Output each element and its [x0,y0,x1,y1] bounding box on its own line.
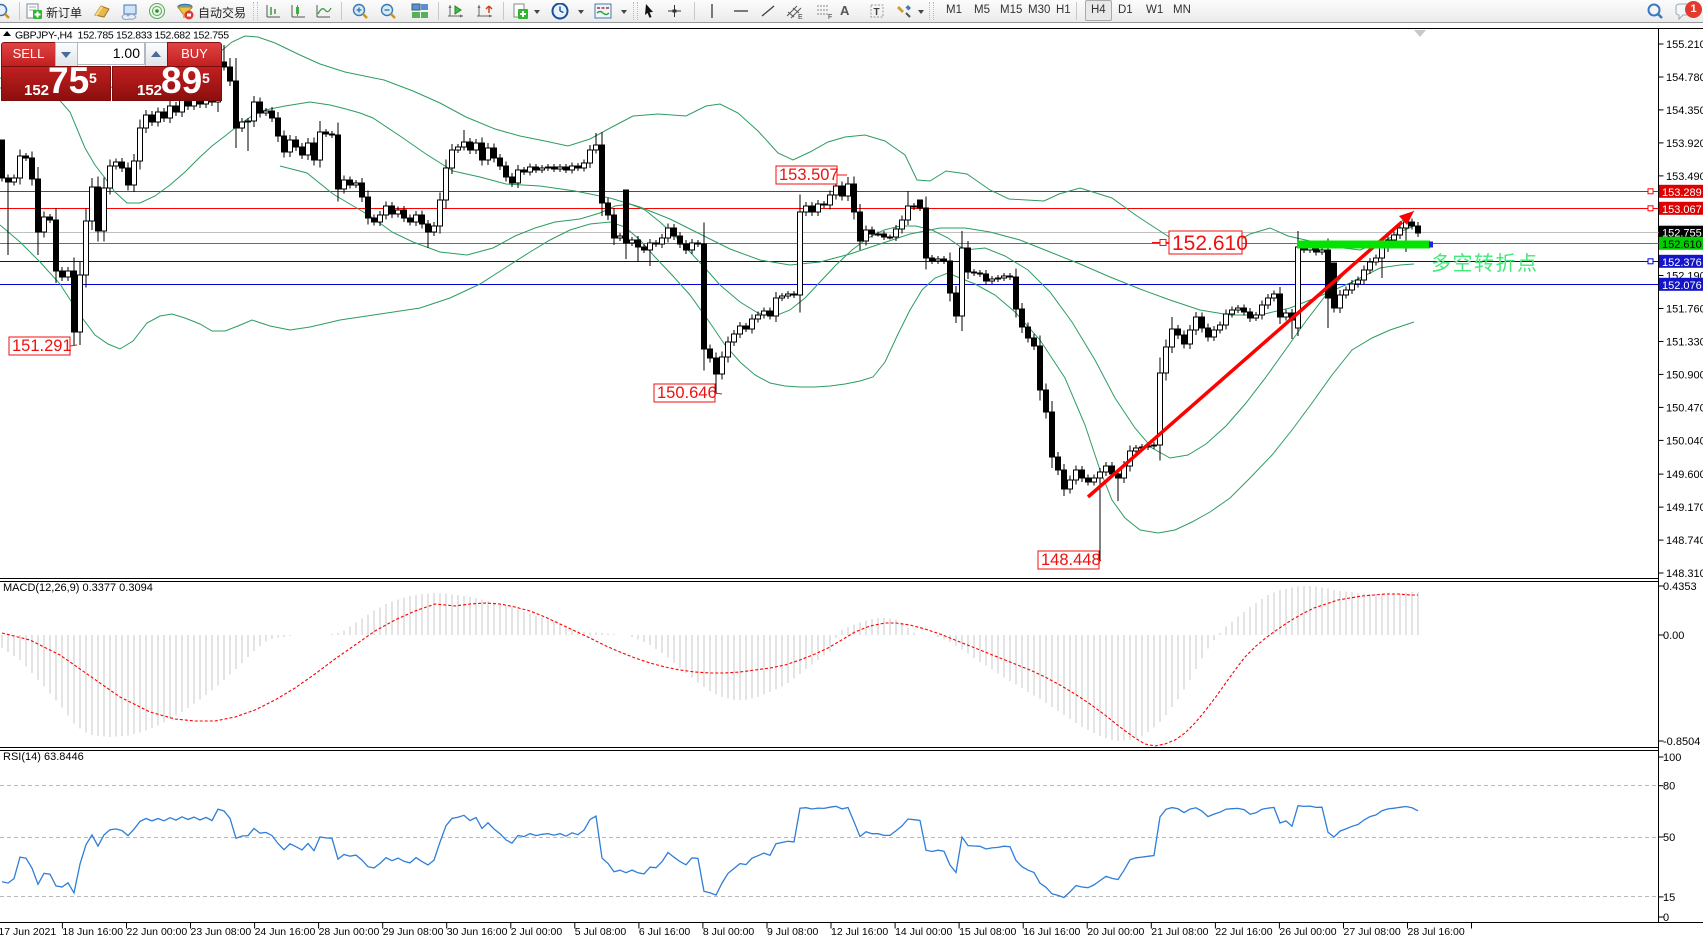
svg-text:16 Jul 16:00: 16 Jul 16:00 [1023,926,1080,938]
svg-text:150.470: 150.470 [1666,402,1703,414]
svg-text:151.330: 151.330 [1666,337,1703,349]
svg-text:100: 100 [1663,752,1681,764]
svg-text:149.600: 149.600 [1666,469,1703,481]
svg-text:30 Jun 16:00: 30 Jun 16:00 [447,926,508,938]
svg-text:23 Jun 08:00: 23 Jun 08:00 [191,926,252,938]
svg-text:150.900: 150.900 [1666,369,1703,381]
svg-text:28 Jun 00:00: 28 Jun 00:00 [319,926,380,938]
svg-text:E: E [798,14,803,20]
svg-text:F: F [828,14,832,20]
svg-text:150.646: 150.646 [657,384,717,402]
svg-text:0.00: 0.00 [1663,630,1684,642]
svg-text:148.448: 148.448 [1041,551,1101,569]
svg-text:21 Jul 08:00: 21 Jul 08:00 [1151,926,1208,938]
svg-text:28 Jul 16:00: 28 Jul 16:00 [1408,926,1465,938]
svg-text:153.289: 153.289 [1662,187,1702,199]
svg-text:152.610: 152.610 [1662,239,1702,251]
svg-text:20 Jul 00:00: 20 Jul 00:00 [1087,926,1144,938]
svg-text:150.040: 150.040 [1666,435,1703,447]
svg-text:17 Jun 2021: 17 Jun 2021 [0,926,56,938]
svg-text:152.755: 152.755 [1662,228,1702,240]
svg-text:-0.8504: -0.8504 [1663,736,1700,748]
svg-text:5 Jul 08:00: 5 Jul 08:00 [575,926,627,938]
svg-text:153.067: 153.067 [1662,204,1702,216]
svg-text:152.076: 152.076 [1662,280,1702,292]
svg-text:154.350: 154.350 [1666,105,1703,117]
svg-text:151.291: 151.291 [12,337,72,355]
svg-text:18 Jun 16:00: 18 Jun 16:00 [62,926,123,938]
svg-text:0: 0 [1663,912,1669,924]
svg-text:GBPJPY-,H4 152.785 152.833 15: GBPJPY-,H4 152.785 152.833 152.682 152.7… [15,30,229,42]
svg-text:15 Jul 08:00: 15 Jul 08:00 [959,926,1016,938]
svg-text:153.490: 153.490 [1666,171,1703,183]
svg-text:24 Jun 16:00: 24 Jun 16:00 [255,926,316,938]
svg-text:27 Jul 08:00: 27 Jul 08:00 [1344,926,1401,938]
svg-text:50: 50 [1663,832,1675,844]
svg-text:2 Jul 00:00: 2 Jul 00:00 [511,926,563,938]
svg-text:0.4353: 0.4353 [1663,581,1697,593]
svg-text:153.920: 153.920 [1666,138,1703,150]
svg-text:9 Jul 08:00: 9 Jul 08:00 [767,926,819,938]
svg-text:14 Jul 00:00: 14 Jul 00:00 [895,926,952,938]
svg-text:26 Jul 00:00: 26 Jul 00:00 [1279,926,1336,938]
svg-text:152.376: 152.376 [1662,257,1702,269]
svg-text:22 Jun 00:00: 22 Jun 00:00 [127,926,188,938]
svg-text:154.780: 154.780 [1666,72,1703,84]
svg-text:153.507: 153.507 [779,166,839,184]
svg-text:148.310: 148.310 [1666,568,1703,580]
svg-text:29 Jun 08:00: 29 Jun 08:00 [383,926,444,938]
svg-text:22 Jul 16:00: 22 Jul 16:00 [1215,926,1272,938]
svg-text:148.740: 148.740 [1666,535,1703,547]
svg-text:151.760: 151.760 [1666,304,1703,316]
svg-text:多空转折点: 多空转折点 [1431,252,1539,275]
svg-text:15: 15 [1663,892,1675,904]
svg-text:RSI(14) 63.8446: RSI(14) 63.8446 [3,751,84,763]
svg-text:152.610: 152.610 [1172,232,1248,255]
svg-text:155.210: 155.210 [1666,39,1703,51]
svg-text:T: T [874,7,880,18]
svg-text:MACD(12,26,9) 0.3377 0.3094: MACD(12,26,9) 0.3377 0.3094 [3,582,153,594]
svg-text:12 Jul 16:00: 12 Jul 16:00 [831,926,888,938]
svg-text:149.170: 149.170 [1666,502,1703,514]
svg-text:8 Jul 00:00: 8 Jul 00:00 [703,926,755,938]
svg-text:80: 80 [1663,781,1675,793]
svg-text:6 Jul 16:00: 6 Jul 16:00 [639,926,691,938]
